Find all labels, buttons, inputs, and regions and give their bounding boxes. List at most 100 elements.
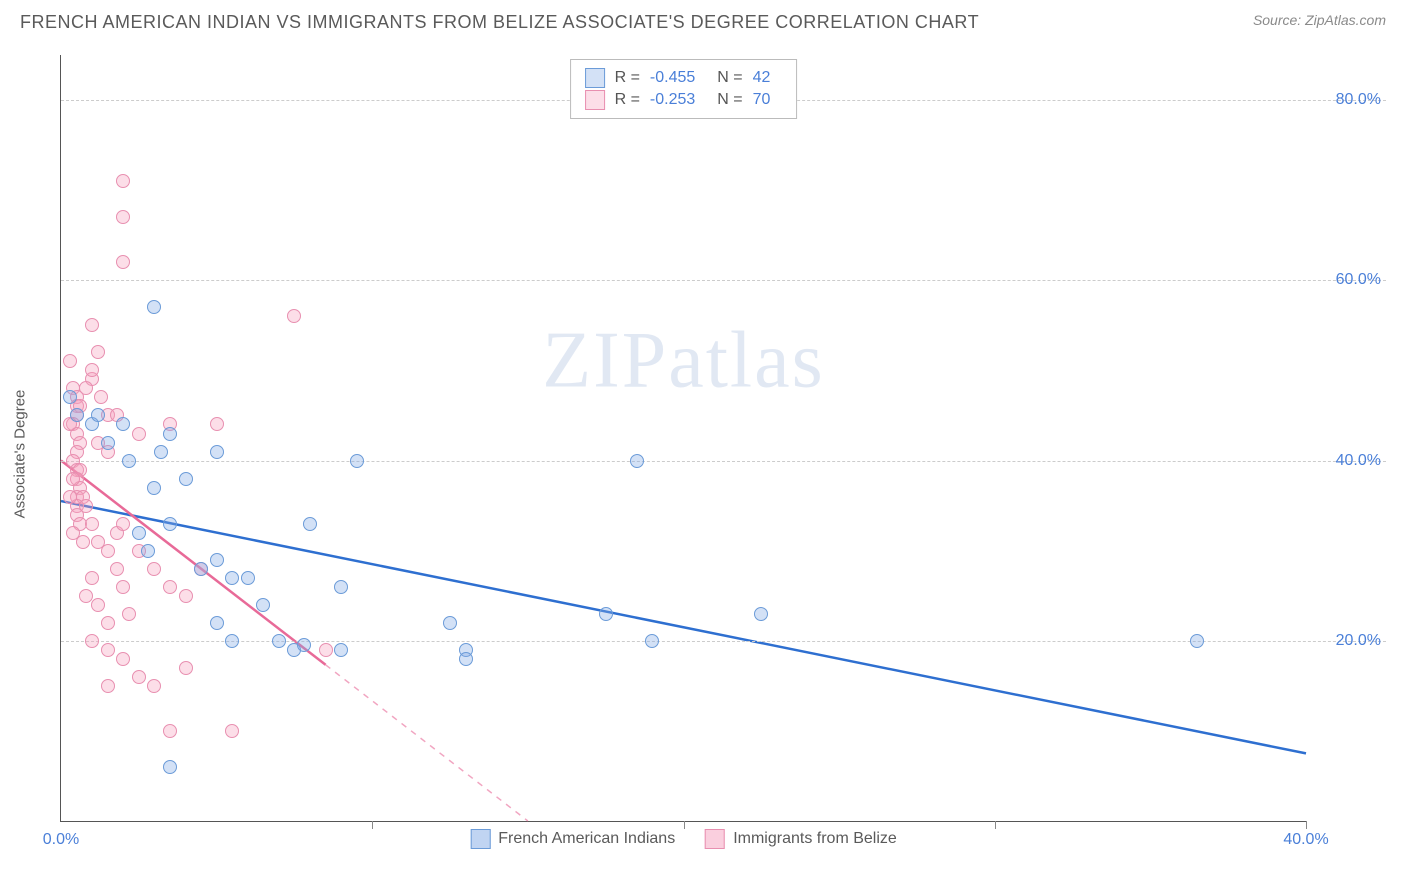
scatter-point bbox=[116, 652, 130, 666]
legend-item: Immigrants from Belize bbox=[705, 829, 897, 849]
x-tick bbox=[372, 821, 373, 829]
legend-row: R = -0.253 N = 70 bbox=[585, 90, 783, 110]
scatter-point bbox=[116, 174, 130, 188]
scatter-point bbox=[91, 345, 105, 359]
chart-container: Associate's Degree ZIPatlas R = -0.455 N… bbox=[50, 55, 1386, 852]
x-tick bbox=[684, 821, 685, 829]
scatter-point bbox=[334, 580, 348, 594]
scatter-point bbox=[303, 517, 317, 531]
legend-item: French American Indians bbox=[470, 829, 675, 849]
scatter-point bbox=[116, 255, 130, 269]
n-value-pink: 70 bbox=[753, 91, 771, 109]
scatter-point bbox=[101, 616, 115, 630]
y-axis-label: Associate's Degree bbox=[12, 389, 29, 518]
scatter-point bbox=[116, 210, 130, 224]
scatter-point bbox=[147, 481, 161, 495]
scatter-point bbox=[94, 390, 108, 404]
scatter-point bbox=[116, 417, 130, 431]
stat-label: N = bbox=[717, 69, 742, 87]
scatter-point bbox=[132, 526, 146, 540]
scatter-point bbox=[101, 679, 115, 693]
plot-area: ZIPatlas R = -0.455 N = 42 R = -0.253 N … bbox=[60, 55, 1306, 822]
legend-swatch-blue bbox=[470, 829, 490, 849]
series-legend: French American Indians Immigrants from … bbox=[470, 829, 897, 849]
scatter-point bbox=[179, 472, 193, 486]
scatter-point bbox=[210, 616, 224, 630]
scatter-point bbox=[70, 408, 84, 422]
scatter-point bbox=[225, 634, 239, 648]
legend-label: Immigrants from Belize bbox=[733, 830, 897, 848]
legend-swatch-pink bbox=[705, 829, 725, 849]
scatter-point bbox=[154, 445, 168, 459]
scatter-point bbox=[141, 544, 155, 558]
gridline bbox=[61, 461, 1386, 462]
scatter-point bbox=[163, 724, 177, 738]
scatter-point bbox=[297, 638, 311, 652]
scatter-point bbox=[241, 571, 255, 585]
source-attribution: Source: ZipAtlas.com bbox=[1253, 12, 1386, 28]
scatter-point bbox=[350, 454, 364, 468]
legend-row: R = -0.455 N = 42 bbox=[585, 68, 783, 88]
legend-label: French American Indians bbox=[498, 830, 675, 848]
scatter-point bbox=[459, 652, 473, 666]
scatter-point bbox=[147, 300, 161, 314]
scatter-point bbox=[91, 535, 105, 549]
gridline bbox=[61, 280, 1386, 281]
x-tick-label: 0.0% bbox=[43, 831, 79, 849]
scatter-point bbox=[225, 724, 239, 738]
scatter-point bbox=[194, 562, 208, 576]
scatter-point bbox=[63, 490, 77, 504]
scatter-point bbox=[179, 589, 193, 603]
scatter-point bbox=[210, 445, 224, 459]
scatter-point bbox=[256, 598, 270, 612]
scatter-point bbox=[630, 454, 644, 468]
scatter-point bbox=[132, 427, 146, 441]
scatter-point bbox=[163, 760, 177, 774]
scatter-point bbox=[334, 643, 348, 657]
scatter-point bbox=[272, 634, 286, 648]
scatter-point bbox=[163, 517, 177, 531]
n-value-blue: 42 bbox=[753, 69, 771, 87]
y-tick-label: 60.0% bbox=[1336, 271, 1381, 289]
scatter-point bbox=[76, 535, 90, 549]
trend-lines bbox=[61, 55, 1306, 821]
chart-title: FRENCH AMERICAN INDIAN VS IMMIGRANTS FRO… bbox=[20, 12, 979, 33]
scatter-point bbox=[85, 517, 99, 531]
scatter-point bbox=[116, 580, 130, 594]
scatter-point bbox=[645, 634, 659, 648]
scatter-point bbox=[210, 553, 224, 567]
correlation-legend: R = -0.455 N = 42 R = -0.253 N = 70 bbox=[570, 59, 798, 119]
stat-label: R = bbox=[615, 69, 640, 87]
scatter-point bbox=[163, 427, 177, 441]
scatter-point bbox=[110, 562, 124, 576]
scatter-point bbox=[147, 679, 161, 693]
stat-label: R = bbox=[615, 91, 640, 109]
scatter-point bbox=[179, 661, 193, 675]
y-tick-label: 80.0% bbox=[1336, 91, 1381, 109]
scatter-point bbox=[85, 571, 99, 585]
scatter-point bbox=[79, 381, 93, 395]
scatter-point bbox=[63, 390, 77, 404]
scatter-point bbox=[85, 363, 99, 377]
legend-swatch-pink bbox=[585, 90, 605, 110]
scatter-point bbox=[101, 436, 115, 450]
scatter-point bbox=[287, 309, 301, 323]
scatter-point bbox=[210, 417, 224, 431]
scatter-point bbox=[101, 643, 115, 657]
x-tick bbox=[1306, 821, 1307, 829]
scatter-point bbox=[63, 354, 77, 368]
y-tick-label: 20.0% bbox=[1336, 632, 1381, 650]
x-tick-label: 40.0% bbox=[1283, 831, 1328, 849]
scatter-point bbox=[91, 598, 105, 612]
y-tick-label: 40.0% bbox=[1336, 452, 1381, 470]
scatter-point bbox=[79, 589, 93, 603]
legend-swatch-blue bbox=[585, 68, 605, 88]
scatter-point bbox=[122, 454, 136, 468]
r-value-pink: -0.253 bbox=[650, 91, 695, 109]
scatter-point bbox=[66, 472, 80, 486]
scatter-point bbox=[85, 318, 99, 332]
stat-label: N = bbox=[717, 91, 742, 109]
scatter-point bbox=[91, 408, 105, 422]
watermark: ZIPatlas bbox=[542, 316, 825, 407]
gridline bbox=[61, 641, 1386, 642]
